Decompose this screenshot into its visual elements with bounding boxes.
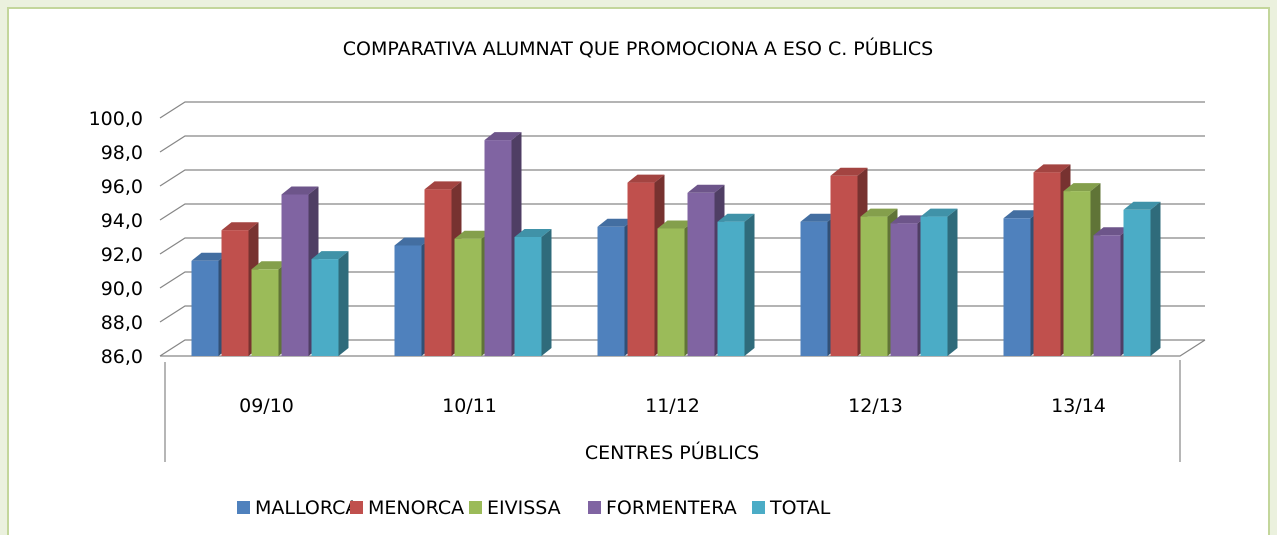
- bar-face: [687, 192, 715, 356]
- bar-face: [657, 220, 695, 229]
- bar-face: [627, 182, 655, 356]
- y-tick-label: 92,0: [101, 244, 143, 266]
- bar-face: [597, 226, 625, 356]
- x-tick-label: 10/11: [442, 395, 497, 417]
- bar-face: [1150, 201, 1161, 356]
- y-tick-label: 94,0: [101, 210, 143, 232]
- bar-face: [514, 229, 552, 237]
- bar-face: [890, 215, 928, 224]
- bar-face: [484, 132, 522, 141]
- bar-face: [1123, 201, 1161, 210]
- legend-label: MENORCA: [368, 497, 464, 519]
- y-tick-label: 86,0: [101, 346, 143, 368]
- bar-face: [1093, 227, 1131, 236]
- bar-face: [890, 223, 918, 356]
- legend-label: EIVISSA: [487, 497, 561, 519]
- bar-face: [424, 181, 462, 190]
- legend-label: TOTAL: [769, 497, 831, 519]
- bar-face: [311, 259, 339, 356]
- bar-face: [1063, 191, 1091, 356]
- bar: [920, 208, 958, 356]
- bar: [514, 229, 552, 356]
- legend-label: MALLORCA: [255, 497, 358, 519]
- bar-face: [394, 245, 422, 356]
- bar-face: [800, 221, 828, 356]
- bar-face: [338, 251, 349, 356]
- bar-face: [514, 237, 542, 356]
- bar-face: [920, 216, 948, 356]
- legend-swatch: [469, 501, 482, 514]
- bar-face: [920, 208, 958, 217]
- bar-face: [627, 174, 665, 183]
- bar-face: [484, 140, 512, 356]
- grid-line: [159, 101, 1205, 119]
- bar-face: [191, 260, 219, 356]
- x-axis-title: CENTRES PÚBLICS: [585, 440, 759, 464]
- grid-line: [159, 135, 1205, 153]
- y-tick-label: 90,0: [101, 278, 143, 300]
- bar: [311, 251, 349, 356]
- bar-face: [1033, 164, 1071, 173]
- bar-face: [744, 213, 755, 356]
- bar-face: [251, 269, 279, 356]
- x-tick-label: 11/12: [645, 395, 700, 417]
- bar-face: [281, 194, 309, 356]
- bar-face: [454, 238, 482, 356]
- bar-face: [541, 229, 552, 356]
- bar-face: [424, 189, 452, 356]
- bar-face: [1063, 183, 1101, 192]
- y-tick-label: 100,0: [89, 108, 143, 130]
- bar-face: [1123, 209, 1151, 356]
- bar-face: [1033, 172, 1061, 356]
- bar-face: [860, 208, 898, 217]
- legend-swatch: [588, 501, 601, 514]
- bar-face: [597, 218, 635, 227]
- bar-face: [860, 216, 888, 356]
- legend-swatch: [752, 501, 765, 514]
- x-tick-label: 13/14: [1051, 395, 1106, 417]
- bar-face: [1003, 210, 1041, 219]
- bar: [1123, 201, 1161, 356]
- bar-face: [830, 175, 858, 356]
- bar-face: [800, 213, 838, 222]
- bar-face: [281, 186, 319, 195]
- bar: [424, 181, 462, 356]
- bar-face: [717, 221, 745, 356]
- bar-face: [454, 230, 492, 239]
- bar-face: [221, 222, 259, 231]
- bar-face: [394, 237, 432, 246]
- bar: [717, 213, 755, 356]
- x-tick-label: 09/10: [239, 395, 294, 417]
- bar-face: [1003, 218, 1031, 356]
- bar-face: [947, 208, 958, 356]
- bar-face: [830, 167, 868, 176]
- legend-label: FORMENTERA: [606, 497, 737, 519]
- legend-swatch: [350, 501, 363, 514]
- x-tick-label: 12/13: [848, 395, 903, 417]
- bar-face: [687, 184, 725, 193]
- bar-face: [221, 230, 249, 356]
- bar-face: [1093, 235, 1121, 356]
- y-tick-label: 98,0: [101, 142, 143, 164]
- bar-face: [311, 251, 349, 260]
- y-tick-label: 88,0: [101, 312, 143, 334]
- chart-title: COMPARATIVA ALUMNAT QUE PROMOCIONA A ESO…: [343, 36, 933, 60]
- bar-face: [251, 261, 289, 270]
- y-tick-label: 96,0: [101, 176, 143, 198]
- bar: [281, 186, 319, 356]
- bar-face: [657, 228, 685, 356]
- bar-face: [191, 252, 229, 261]
- bar-face: [717, 213, 755, 222]
- legend-swatch: [237, 501, 250, 514]
